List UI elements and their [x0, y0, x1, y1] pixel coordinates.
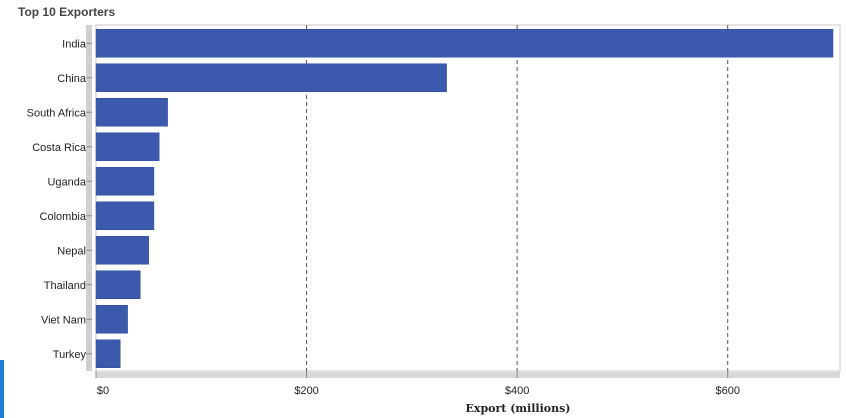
bar-india	[95, 29, 834, 58]
bar-colombia	[95, 201, 155, 230]
plot-frame	[95, 24, 841, 372]
category-label: Uganda	[47, 176, 86, 188]
bar-nepal	[95, 236, 149, 265]
bar-viet-nam	[95, 305, 128, 334]
category-label: Costa Rica	[32, 142, 87, 154]
bar-china	[95, 63, 447, 92]
x-axis-title: Export (millions)	[466, 402, 571, 415]
category-label: South Africa	[27, 107, 87, 119]
bar-uganda	[95, 167, 155, 196]
bar-south-africa	[95, 98, 168, 127]
x-tick-label: $0	[97, 385, 109, 397]
category-label: Turkey	[53, 349, 87, 361]
x-tick-label: $600	[715, 385, 739, 397]
category-label: Viet Nam	[41, 314, 86, 326]
side-accent-bar	[0, 360, 4, 418]
category-label: China	[57, 73, 87, 85]
category-label: Colombia	[40, 211, 87, 223]
category-label: India	[62, 38, 87, 50]
x-tick-label: $200	[294, 385, 318, 397]
x-tick-label: $400	[505, 385, 529, 397]
chart-title: Top 10 Exporters	[18, 5, 116, 19]
bar-turkey	[95, 339, 121, 368]
category-label: Nepal	[57, 245, 86, 257]
bar-thailand	[95, 270, 141, 299]
bar-costa-rica	[95, 132, 160, 161]
category-label: Thailand	[44, 280, 86, 292]
